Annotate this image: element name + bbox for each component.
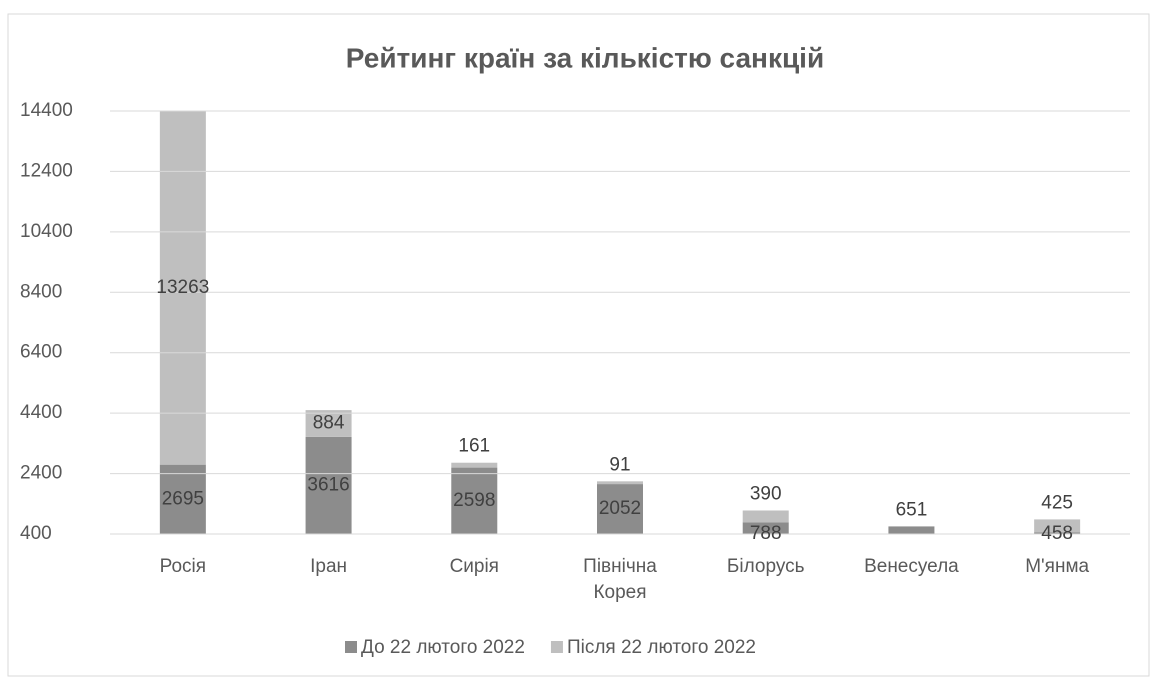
x-tick-label: Венесуела [864,556,959,577]
data-label: 788 [750,523,782,544]
bar-segment [1034,532,1081,534]
legend-label: Після 22 лютого 2022 [567,637,756,658]
x-tick-label: Білорусь [727,556,805,577]
y-tick-label: 14400 [20,100,73,121]
bar-segment [305,410,352,437]
chart-title: Рейтинг країн за кількістю санкцій [346,42,824,73]
data-label: 390 [750,484,782,505]
x-tick-label: М'янма [1025,556,1089,577]
data-label: 3616 [307,474,349,495]
y-tick-label: 2400 [20,463,62,484]
legend-swatch [345,641,357,653]
bar-segment [888,526,935,534]
bar-segment [159,464,206,534]
bar-segment [742,522,789,534]
bar-segment [1034,519,1081,533]
data-label: 13263 [156,277,209,298]
legend-swatch [550,641,563,653]
y-tick-label: 400 [20,523,52,544]
data-label: 2598 [453,490,495,511]
bar-segment [597,484,643,534]
bar-segment [159,111,206,465]
x-tick-label: Іран [310,556,347,577]
legend-label: До 22 лютого 2022 [361,637,525,658]
y-tick-label: 12400 [20,160,73,181]
data-label: 458 [1041,523,1073,544]
bar-segment [597,481,643,485]
data-label: 2052 [599,498,641,519]
y-tick-label: 4400 [20,402,62,423]
data-label: 651 [896,499,928,520]
y-tick-label: 10400 [20,221,73,242]
bar-segment [305,436,352,534]
y-tick-label: 8400 [20,281,62,302]
bar-segment [742,510,789,523]
x-tick-label: Північна Корея [583,556,657,603]
data-label: 161 [458,436,490,457]
data-label: 2695 [162,488,204,509]
x-tick-label: Росія [160,556,206,577]
data-label: 91 [609,454,630,475]
x-tick-label: Сирія [450,556,499,577]
bar-segment [451,462,498,468]
data-label: 884 [313,412,345,433]
plot-area [159,111,1081,534]
y-tick-label: 6400 [20,342,62,363]
bar-segment [451,467,498,534]
data-label: 425 [1041,492,1073,513]
